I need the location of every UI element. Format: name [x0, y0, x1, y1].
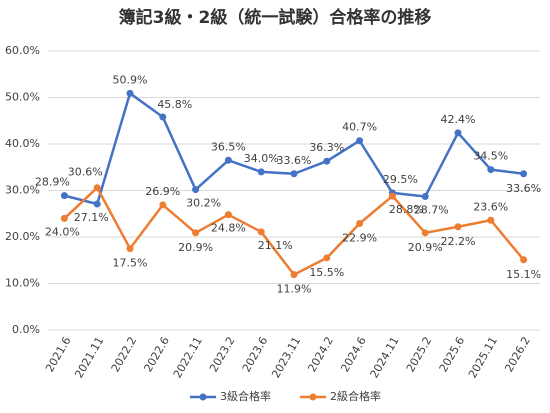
marker — [159, 113, 167, 121]
x-tick-label: 2024.11 — [368, 335, 402, 381]
y-tick-label: 0.0% — [12, 323, 40, 336]
data-label: 11.9% — [277, 283, 312, 296]
data-label: 34.0% — [244, 152, 279, 165]
x-tick-label: 2022.2 — [109, 335, 140, 375]
data-label: 30.2% — [186, 197, 221, 210]
data-label: 33.6% — [277, 154, 312, 167]
marker — [192, 229, 200, 237]
data-label: 28.8% — [389, 203, 424, 216]
marker — [421, 229, 429, 237]
data-label: 34.5% — [473, 150, 508, 163]
x-tick-label: 2025.11 — [466, 335, 500, 381]
marker — [93, 184, 101, 192]
x-tick-label: 2025.6 — [437, 335, 468, 375]
marker — [290, 170, 298, 178]
data-label: 28.9% — [35, 176, 70, 189]
marker — [356, 220, 364, 228]
x-tick-label: 2023.2 — [207, 335, 238, 375]
data-label: 30.6% — [68, 166, 103, 179]
data-label: 36.3% — [309, 141, 344, 154]
data-label: 20.9% — [178, 241, 213, 254]
marker — [487, 166, 495, 174]
x-tick-label: 2022.11 — [171, 335, 205, 381]
series-line — [64, 92, 524, 206]
x-tick-label: 2021.6 — [43, 335, 74, 375]
data-label: 24.8% — [211, 222, 246, 235]
data-label: 33.6% — [506, 182, 541, 195]
data-label: 22.2% — [441, 235, 476, 248]
legend-label: 3級合格率 — [220, 389, 271, 403]
data-label: 15.5% — [309, 266, 344, 279]
legend-label: 2級合格率 — [330, 389, 381, 403]
marker — [60, 192, 68, 200]
marker — [421, 193, 429, 201]
x-tick-label: 2021.11 — [72, 335, 106, 381]
data-label: 26.9% — [145, 185, 180, 198]
data-label: 50.9% — [113, 73, 148, 86]
marker — [159, 201, 167, 209]
marker — [454, 129, 462, 137]
marker — [60, 214, 68, 222]
data-label: 28.7% — [414, 204, 449, 217]
data-label: 17.5% — [113, 257, 148, 270]
x-tick-label: 2023.6 — [240, 335, 271, 375]
marker — [323, 254, 331, 262]
x-tick-label: 2024.6 — [338, 335, 369, 375]
data-label: 45.8% — [157, 98, 192, 111]
data-label: 23.6% — [473, 200, 508, 213]
data-label: 22.9% — [342, 232, 377, 245]
data-label: 42.4% — [441, 113, 476, 126]
marker — [224, 156, 232, 164]
marker — [192, 186, 200, 194]
data-label: 36.5% — [211, 140, 246, 153]
y-tick-label: 40.0% — [5, 137, 40, 150]
marker — [224, 211, 232, 219]
marker — [290, 271, 298, 279]
y-tick-label: 10.0% — [5, 277, 40, 290]
marker — [323, 157, 331, 165]
data-label: 21.1% — [258, 239, 293, 252]
marker — [126, 89, 134, 97]
data-label: 40.7% — [342, 121, 377, 134]
marker — [356, 137, 364, 145]
chart-title: 簿記3級・2級（統一試験）合格率の推移 — [119, 7, 432, 28]
x-tick-label: 2023.11 — [269, 335, 303, 381]
data-label: 15.1% — [506, 268, 541, 281]
x-tick-label: 2022.6 — [141, 335, 172, 375]
x-tick-label: 2024.2 — [305, 335, 336, 375]
x-tick-label: 2026.2 — [502, 335, 533, 375]
legend-marker — [309, 393, 317, 401]
marker — [487, 216, 495, 224]
data-label: 29.5% — [383, 173, 418, 186]
data-label: 27.1% — [74, 211, 109, 224]
marker — [126, 245, 134, 253]
data-label: 20.9% — [408, 241, 443, 254]
y-tick-label: 50.0% — [5, 91, 40, 104]
y-tick-label: 30.0% — [5, 184, 40, 197]
marker — [93, 200, 101, 208]
data-label: 24.0% — [45, 225, 80, 238]
marker — [388, 192, 396, 200]
marker — [257, 168, 265, 176]
y-tick-label: 60.0% — [5, 44, 40, 57]
marker — [520, 170, 528, 178]
marker — [257, 228, 265, 236]
y-tick-label: 20.0% — [5, 230, 40, 243]
x-tick-label: 2025.2 — [404, 335, 435, 375]
legend-marker — [199, 393, 207, 401]
marker — [520, 256, 528, 264]
marker — [454, 223, 462, 231]
